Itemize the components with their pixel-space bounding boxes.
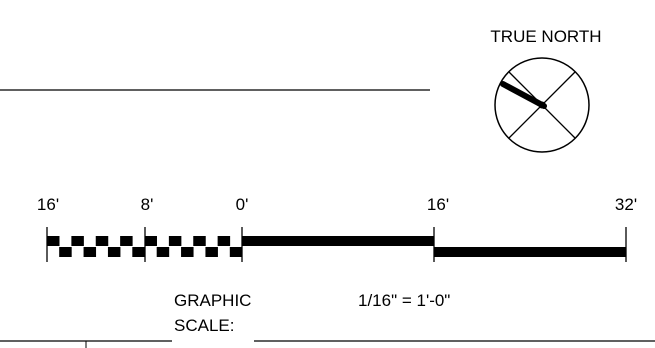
scale-bar-segment-16-32 [434,247,626,257]
north-arrow-circle [494,57,590,153]
scale-checker-cell [156,247,170,257]
graphic-scale-title-line1: GRAPHIC [174,291,251,310]
graphic-scale-ratio: 1/16" = 1'-0" [358,291,450,310]
scale-checker-cell [107,247,121,257]
scale-checker-cell [132,247,145,257]
scale-checker-cell [193,236,206,246]
scale-checker-cell [181,247,194,257]
scale-tick-label-32: 32' [615,195,637,214]
scale-checker-cell [120,236,133,246]
north-arrow-icon: TRUE NORTH [490,27,602,153]
scale-checker-cell [47,236,60,246]
scale-tick-label-16-left: 16' [37,195,59,214]
scale-tick-label-8: 8' [141,195,154,214]
scale-bar-segment-0-16 [242,236,434,246]
north-arrow-label: TRUE NORTH [490,27,601,46]
scale-checker-cell [217,236,231,246]
scale-checker-cell [71,236,84,246]
scale-tick-label-16-right: 16' [427,195,449,214]
scale-checker-section [47,236,243,257]
scale-tick-label-0: 0' [236,195,249,214]
scale-checker-cell [168,236,182,246]
scale-checker-cell [95,236,109,246]
scale-checker-cell [144,236,157,246]
scale-checker-cell [59,247,72,257]
scale-checker-cell [83,247,97,257]
north-arrow-center [538,101,546,109]
graphic-scale-title-line2: SCALE: [174,316,234,335]
scale-checker-cell [229,247,243,257]
north-arrow-pointer [500,81,547,109]
scale-tick-labels: 16' 8' 0' 16' 32' [37,195,637,214]
scale-checker-cell [205,247,218,257]
